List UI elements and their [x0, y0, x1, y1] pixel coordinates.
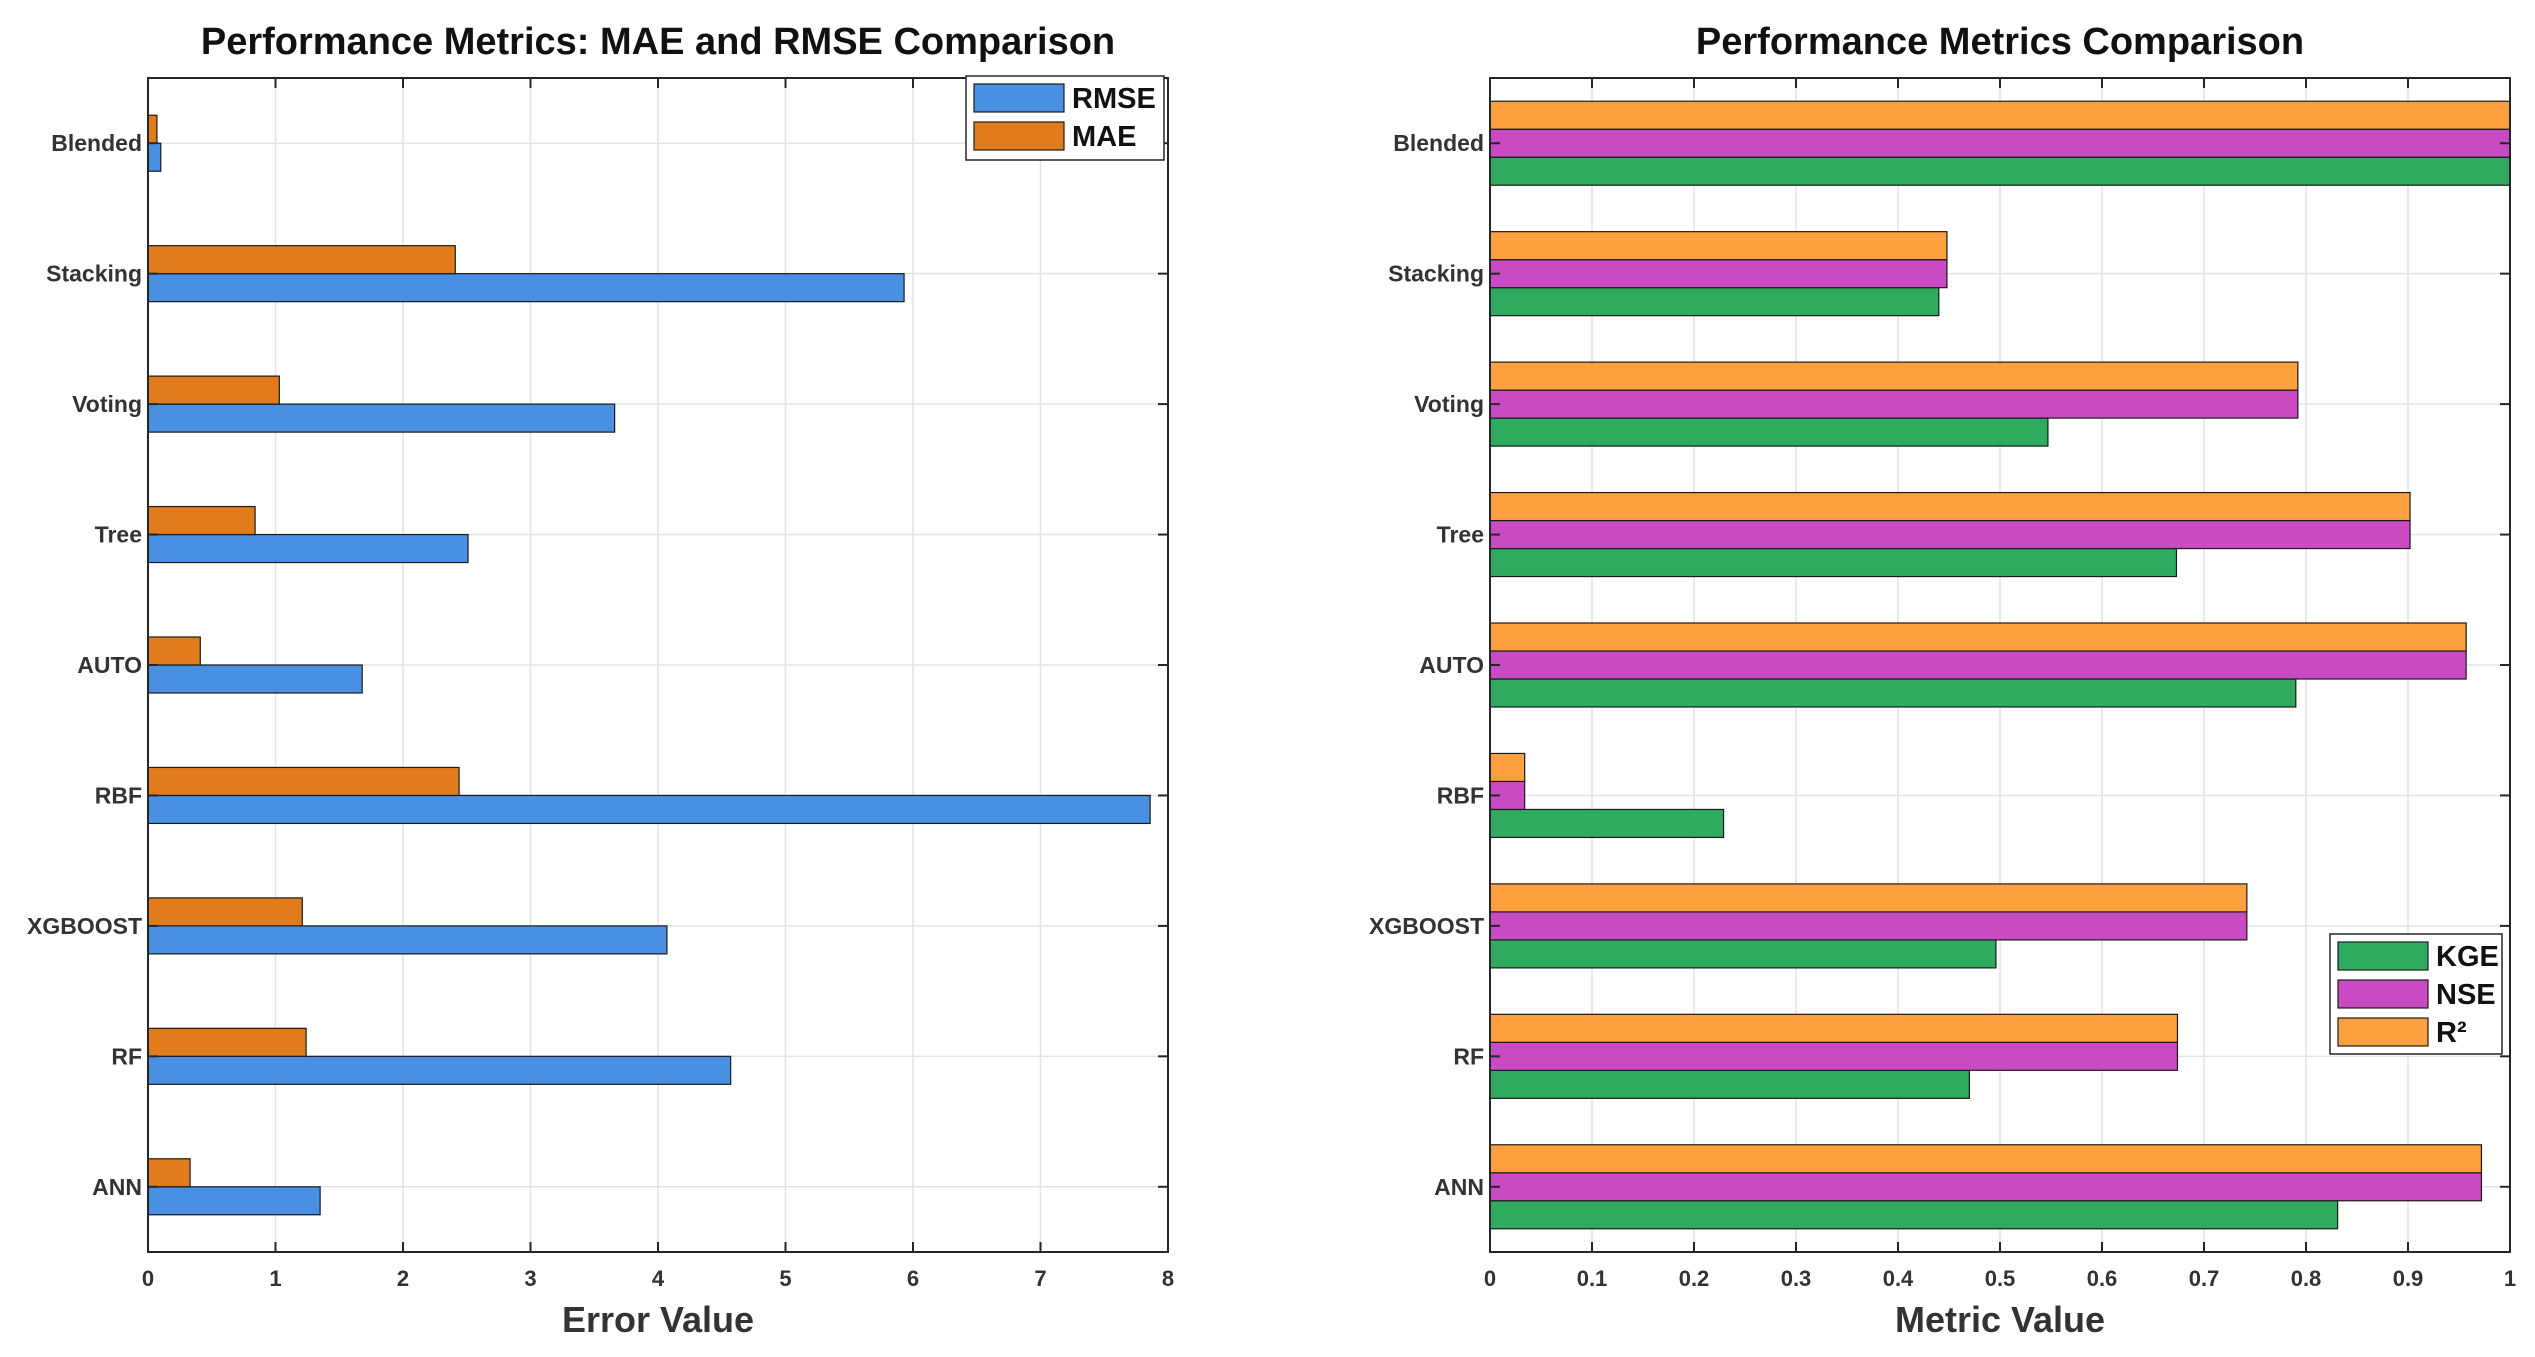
bar-nse-ann: [1489, 1172, 2483, 1202]
category-label-rf: RF: [111, 1043, 142, 1069]
legend-swatch-kge: [2337, 941, 2429, 971]
category-label-tree: Tree: [95, 522, 142, 548]
category-label-xgboost: XGBOOST: [27, 913, 142, 939]
bar-rmse-stacking: [147, 273, 905, 303]
legend-swatch-nse: [2337, 979, 2429, 1009]
bar-nse-rf: [1489, 1041, 2179, 1071]
category-label-stacking: Stacking: [46, 261, 142, 287]
category-label-auto: AUTO: [1419, 652, 1484, 678]
x-tick-label: 4: [652, 1266, 665, 1291]
category-label-rf: RF: [1453, 1043, 1484, 1069]
bar-nse-voting: [1489, 389, 2299, 419]
category-label-voting: Voting: [72, 391, 142, 417]
x-tick-label: 0.4: [1883, 1266, 1914, 1291]
x-tick-label: 3: [524, 1266, 536, 1291]
bar-r2-rbf: [1489, 752, 1526, 783]
bar-r2-tree: [1489, 491, 2411, 522]
bar-mae-ann: [147, 1158, 191, 1188]
category-label-stacking: Stacking: [1388, 261, 1484, 287]
legend-label-kge: KGE: [2436, 941, 2499, 973]
bar-rmse-blended: [147, 142, 162, 172]
category-label-tree: Tree: [1437, 522, 1484, 548]
bar-nse-blended: [1489, 128, 2511, 158]
bar-rmse-voting: [147, 403, 616, 433]
x-tick-label: 0.7: [2189, 1266, 2220, 1291]
legend-swatch-rmse: [973, 83, 1065, 113]
category-label-xgboost: XGBOOST: [1369, 913, 1484, 939]
bar-mae-xgboost: [147, 897, 303, 927]
bar-r2-ann: [1489, 1144, 2483, 1174]
bar-r2-voting: [1489, 361, 2299, 391]
x-tick-label: 7: [1034, 1266, 1046, 1291]
bar-kge-ann: [1489, 1200, 2339, 1230]
bar-rmse-ann: [147, 1186, 321, 1216]
bar-kge-tree: [1489, 547, 2178, 578]
legend-label-rmse: RMSE: [1072, 83, 1156, 115]
bar-r2-rf: [1489, 1013, 2179, 1043]
legend-label-mae: MAE: [1072, 121, 1136, 153]
bar-r2-stacking: [1489, 231, 1948, 261]
category-label-ann: ANN: [1434, 1174, 1484, 1200]
metric-chart: Performance Metrics Comparison 0 0.1 0.2 0.…: [1369, 21, 2516, 1340]
bar-kge-auto: [1489, 678, 2297, 708]
category-label-blended: Blended: [1393, 130, 1484, 156]
bar-kge-rf: [1489, 1069, 1970, 1099]
chart-title-metric: Performance Metrics Comparison: [1696, 21, 2304, 63]
bar-rmse-rf: [147, 1055, 732, 1085]
bar-rmse-auto: [147, 664, 363, 694]
category-label-blended: Blended: [51, 130, 142, 156]
bar-mae-rbf: [147, 766, 460, 797]
legend-label-nse: NSE: [2436, 979, 2496, 1011]
chart-title-error: Performance Metrics: MAE and RMSE Compar…: [201, 21, 1115, 63]
bar-kge-voting: [1489, 417, 2049, 447]
error-chart: Performance Metrics: MAE and RMSE Compar…: [27, 21, 1174, 1340]
x-tick-label: 1: [269, 1266, 281, 1291]
bar-mae-blended: [147, 114, 158, 144]
x-tick-label: 0.2: [1679, 1266, 1710, 1291]
bar-r2-auto: [1489, 622, 2467, 652]
bar-mae-tree: [147, 505, 256, 536]
bar-kge-blended: [1489, 156, 2511, 186]
bar-rmse-rbf: [147, 794, 1151, 825]
category-label-voting: Voting: [1414, 391, 1484, 417]
legend-swatch-mae: [973, 121, 1065, 151]
bar-kge-stacking: [1489, 287, 1940, 317]
bar-r2-xgboost: [1489, 883, 2248, 913]
bar-mae-rf: [147, 1027, 307, 1057]
x-tick-label: 0.8: [2291, 1266, 2322, 1291]
category-label-rbf: RBF: [1437, 782, 1484, 808]
legend-label-r2: R²: [2436, 1017, 2467, 1049]
bar-mae-voting: [147, 375, 280, 405]
bar-rmse-xgboost: [147, 925, 668, 955]
x-tick-label: 0.9: [2393, 1266, 2424, 1291]
legend-swatch-r2: [2337, 1017, 2429, 1047]
bar-nse-xgboost: [1489, 911, 2248, 941]
x-tick-label: 0: [142, 1266, 154, 1291]
x-tick-label: 0.5: [1985, 1266, 2016, 1291]
category-label-auto: AUTO: [77, 652, 142, 678]
bar-mae-stacking: [147, 245, 456, 275]
bar-nse-tree: [1489, 519, 2411, 550]
x-tick-label: 6: [907, 1266, 919, 1291]
x-axis-label-metric: Metric Value: [1895, 1299, 2105, 1340]
x-axis-label-error: Error Value: [562, 1299, 754, 1340]
bar-rmse-tree: [147, 533, 469, 564]
category-label-ann: ANN: [92, 1174, 142, 1200]
bar-r2-blended: [1489, 100, 2511, 130]
x-tick-label: 8: [1162, 1266, 1174, 1291]
x-tick-label: 2: [397, 1266, 409, 1291]
bar-nse-stacking: [1489, 259, 1948, 289]
x-tick-label: 0: [1484, 1266, 1496, 1291]
x-tick-label: 0.6: [2087, 1266, 2118, 1291]
bar-nse-auto: [1489, 650, 2467, 680]
x-tick-label: 0.1: [1577, 1266, 1608, 1291]
bar-mae-auto: [147, 636, 201, 666]
x-tick-label: 5: [779, 1266, 791, 1291]
x-tick-label: 0.3: [1781, 1266, 1812, 1291]
category-label-rbf: RBF: [95, 782, 142, 808]
bar-kge-rbf: [1489, 808, 1725, 839]
bar-kge-xgboost: [1489, 939, 1997, 969]
x-tick-label: 1: [2504, 1266, 2516, 1291]
